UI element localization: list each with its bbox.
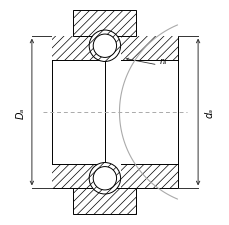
Bar: [52, 36, 118, 189]
Circle shape: [89, 31, 120, 62]
Bar: [104, 36, 177, 189]
Bar: [52, 164, 102, 189]
Bar: [52, 36, 102, 61]
Circle shape: [89, 163, 120, 194]
Bar: [120, 36, 177, 61]
Circle shape: [93, 167, 116, 190]
Text: dₐ: dₐ: [203, 108, 213, 117]
Text: Dₐ: Dₐ: [16, 107, 26, 118]
Bar: [120, 164, 177, 189]
Text: rₐ: rₐ: [159, 57, 166, 65]
Bar: [73, 11, 136, 36]
Circle shape: [93, 35, 116, 58]
Bar: [73, 189, 136, 214]
